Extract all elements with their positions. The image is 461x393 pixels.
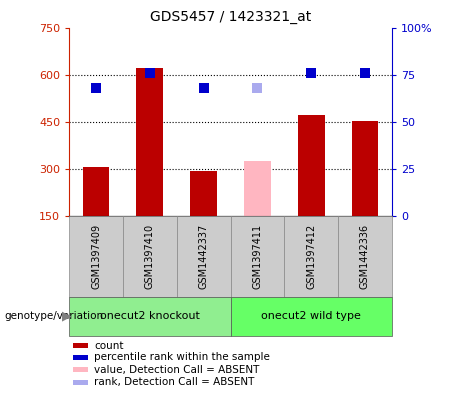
Bar bbox=[73, 343, 88, 348]
Text: GSM1397411: GSM1397411 bbox=[252, 224, 262, 289]
Bar bbox=[123, 216, 177, 297]
Bar bbox=[136, 68, 163, 216]
Text: GSM1397410: GSM1397410 bbox=[145, 224, 155, 289]
Text: GSM1442337: GSM1442337 bbox=[199, 224, 209, 289]
Text: percentile rank within the sample: percentile rank within the sample bbox=[94, 353, 270, 362]
Bar bbox=[190, 171, 217, 216]
Text: GDS5457 / 1423321_at: GDS5457 / 1423321_at bbox=[150, 10, 311, 24]
Text: ▶: ▶ bbox=[62, 310, 71, 323]
Bar bbox=[284, 216, 338, 297]
Bar bbox=[230, 216, 284, 297]
Text: value, Detection Call = ABSENT: value, Detection Call = ABSENT bbox=[94, 365, 260, 375]
Bar bbox=[83, 167, 109, 216]
Bar bbox=[69, 216, 123, 297]
Bar bbox=[230, 297, 392, 336]
Text: GSM1397409: GSM1397409 bbox=[91, 224, 101, 289]
Bar bbox=[338, 216, 392, 297]
Bar bbox=[73, 380, 88, 385]
Text: rank, Detection Call = ABSENT: rank, Detection Call = ABSENT bbox=[94, 377, 254, 387]
Text: onecut2 knockout: onecut2 knockout bbox=[100, 311, 200, 321]
Bar bbox=[351, 121, 378, 216]
Text: onecut2 wild type: onecut2 wild type bbox=[261, 311, 361, 321]
Bar bbox=[73, 367, 88, 372]
Bar bbox=[177, 216, 230, 297]
Bar bbox=[298, 115, 325, 216]
Bar bbox=[69, 297, 230, 336]
Bar bbox=[244, 161, 271, 216]
Text: count: count bbox=[94, 341, 124, 351]
Text: genotype/variation: genotype/variation bbox=[5, 311, 104, 321]
Bar bbox=[73, 355, 88, 360]
Text: GSM1442336: GSM1442336 bbox=[360, 224, 370, 289]
Text: GSM1397412: GSM1397412 bbox=[306, 224, 316, 289]
